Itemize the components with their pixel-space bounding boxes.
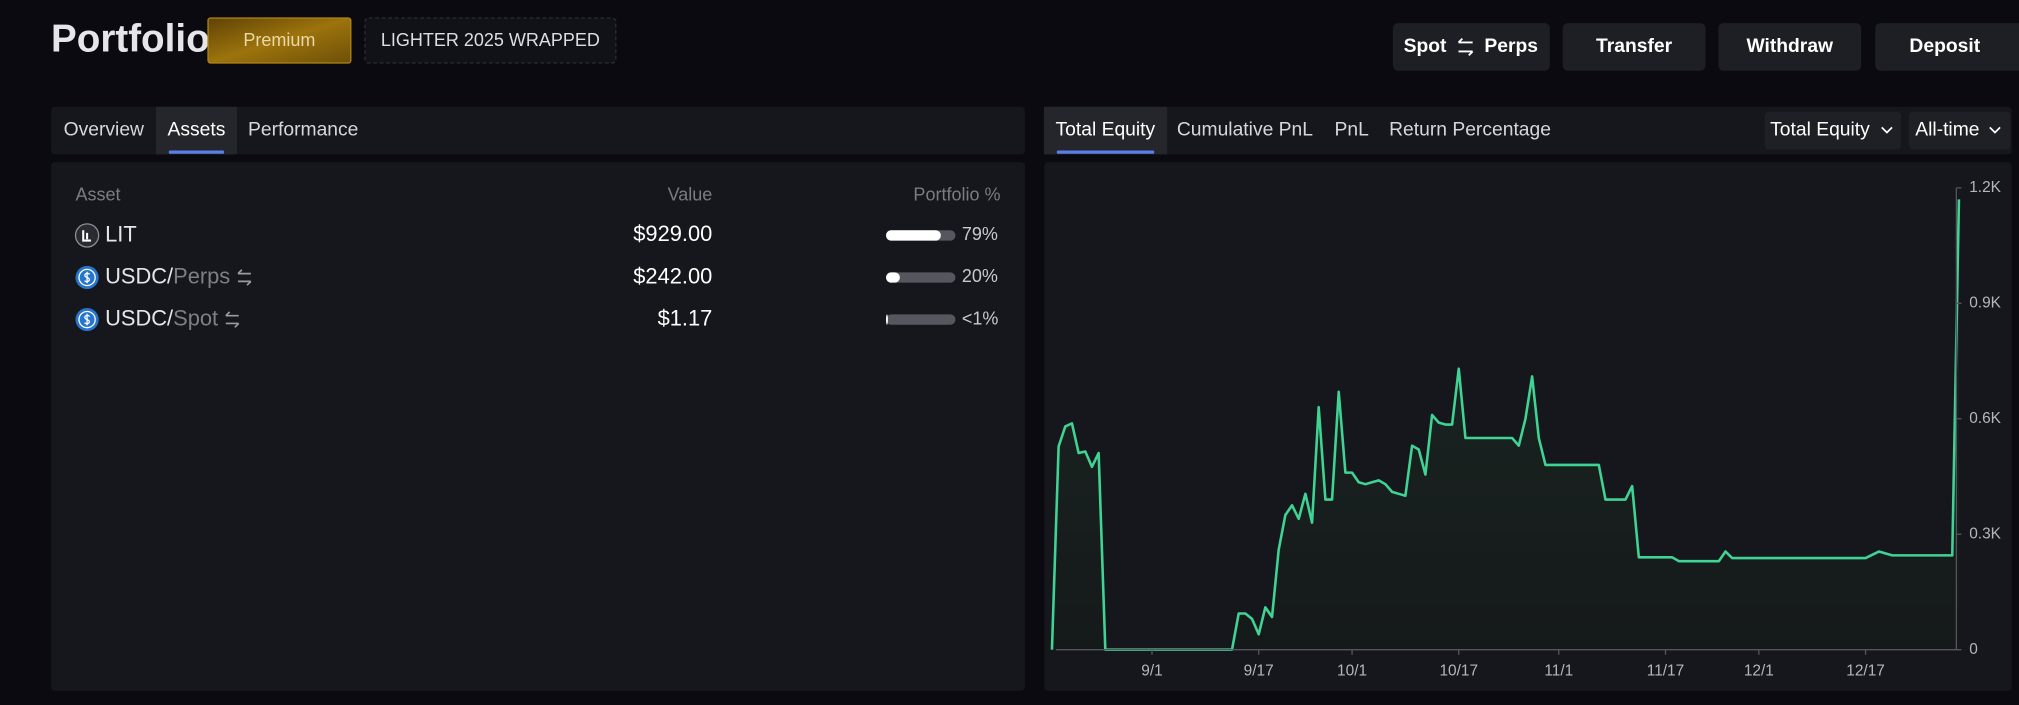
active-tab-underline: [168, 150, 225, 154]
usdc-ring: [78, 268, 96, 287]
assets-tab-bar: [51, 106, 1025, 155]
premium-label[interactable]: Premium: [243, 30, 315, 50]
tab[interactable]: Overview: [64, 120, 144, 141]
asset-venue: Spot: [173, 305, 218, 330]
x-tick-label: 9/17: [1244, 663, 1274, 680]
deposit-label[interactable]: Deposit: [1909, 36, 1980, 57]
chevron: [1881, 126, 1893, 134]
toggle-perps[interactable]: Perps: [1484, 36, 1538, 57]
wrapped-button[interactable]: [364, 17, 617, 64]
x-tick-label: 11/17: [1647, 663, 1684, 680]
x-tick-label: 12/17: [1846, 663, 1885, 680]
x-tick-label: 10/17: [1439, 663, 1478, 680]
tab[interactable]: Cumulative PnL: [1177, 120, 1313, 141]
column-header: Asset: [76, 184, 121, 204]
y-tick-label: 0.9K: [1969, 294, 2001, 311]
tab[interactable]: Total Equity: [1056, 120, 1156, 141]
withdraw-button[interactable]: [1718, 23, 1862, 71]
swap-icon: [237, 269, 252, 286]
y-tick-label: 0.3K: [1969, 525, 2001, 542]
asset-name: USDC/Perps: [105, 263, 230, 288]
active-tab-underline: [1056, 150, 1155, 154]
asset-symbol: LIT: [105, 221, 137, 246]
lit-glyph: [82, 230, 91, 242]
active-tab: [155, 106, 237, 155]
share-bar: [885, 272, 900, 283]
usdc-glyph: [84, 313, 91, 326]
asset-symbol: USDC: [105, 263, 167, 288]
x-tick-label: 12/1: [1744, 663, 1774, 680]
y-tick-label: 1.2K: [1969, 179, 2001, 196]
dropdown-label[interactable]: Total Equity: [1770, 120, 1870, 141]
transfer-button[interactable]: [1562, 23, 1706, 71]
y-tick-label: 0: [1969, 641, 1978, 658]
asset-venue: Perps: [173, 263, 230, 288]
chevron: [1989, 126, 2001, 134]
equity-area: [1051, 199, 1959, 650]
equity-chart: 0 0.3K 0.6K 0.9K 1.2K 9/1 9/17 10/1 10/17 11/1 11/…: [1050, 179, 2002, 680]
share-bar: [885, 230, 941, 241]
share-track: [885, 314, 956, 325]
page-title: Portfolio: [51, 17, 210, 60]
asset-name: USDC/Spot: [105, 305, 218, 330]
swap-icon: [225, 311, 240, 328]
x-tick-label: 11/1: [1544, 663, 1573, 680]
usdc-glyph: [84, 271, 91, 284]
x-tick-label: 10/1: [1337, 663, 1367, 680]
usdc-ring: [78, 310, 96, 329]
transfer-label[interactable]: Transfer: [1596, 36, 1673, 57]
tab[interactable]: Performance: [248, 120, 358, 141]
column-header: Value: [668, 184, 713, 204]
withdraw-label[interactable]: Withdraw: [1746, 36, 1834, 57]
tab[interactable]: PnL: [1335, 120, 1370, 141]
y-tick-label: 0.6K: [1969, 410, 2001, 427]
asset-rows: LIT $929.00 79%USDC/Perps $242.00 20%USDC/Sp…: [74, 221, 999, 332]
spot-perps-toggle[interactable]: [1392, 23, 1550, 71]
deposit-button[interactable]: [1875, 23, 2019, 71]
asset-symbol: USDC: [105, 305, 167, 330]
share-track: [885, 272, 956, 283]
asset-separator: /: [167, 263, 174, 288]
wrapped-label[interactable]: LIGHTER 2025 WRAPPED: [381, 30, 600, 50]
share-label: 20%: [962, 266, 998, 286]
x-tick-label: 9/1: [1141, 663, 1162, 680]
asset-value: $242.00: [633, 263, 712, 288]
range-dropdown[interactable]: [1908, 111, 2011, 150]
share-label: 79%: [962, 224, 998, 244]
swap-icon: [1457, 37, 1474, 56]
active-tab: [1043, 106, 1168, 155]
asset-name: LIT: [105, 221, 137, 246]
dropdown-label[interactable]: All-time: [1915, 120, 1979, 141]
metric-dropdown[interactable]: [1764, 111, 1902, 150]
column-header: Portfolio %: [913, 184, 1000, 204]
premium-badge[interactable]: [207, 17, 352, 64]
asset-value: $929.00: [633, 221, 712, 246]
asset-value: $1.17: [658, 305, 713, 330]
tab[interactable]: Assets: [167, 120, 225, 141]
toggle-spot[interactable]: Spot: [1404, 36, 1447, 57]
share-bar: [885, 314, 888, 325]
equity-line: [1050, 199, 1961, 651]
assets-panel: [51, 162, 1025, 691]
share-label: <1%: [962, 308, 999, 328]
tab[interactable]: Return Percentage: [1389, 120, 1551, 141]
asset-separator: /: [167, 305, 174, 330]
